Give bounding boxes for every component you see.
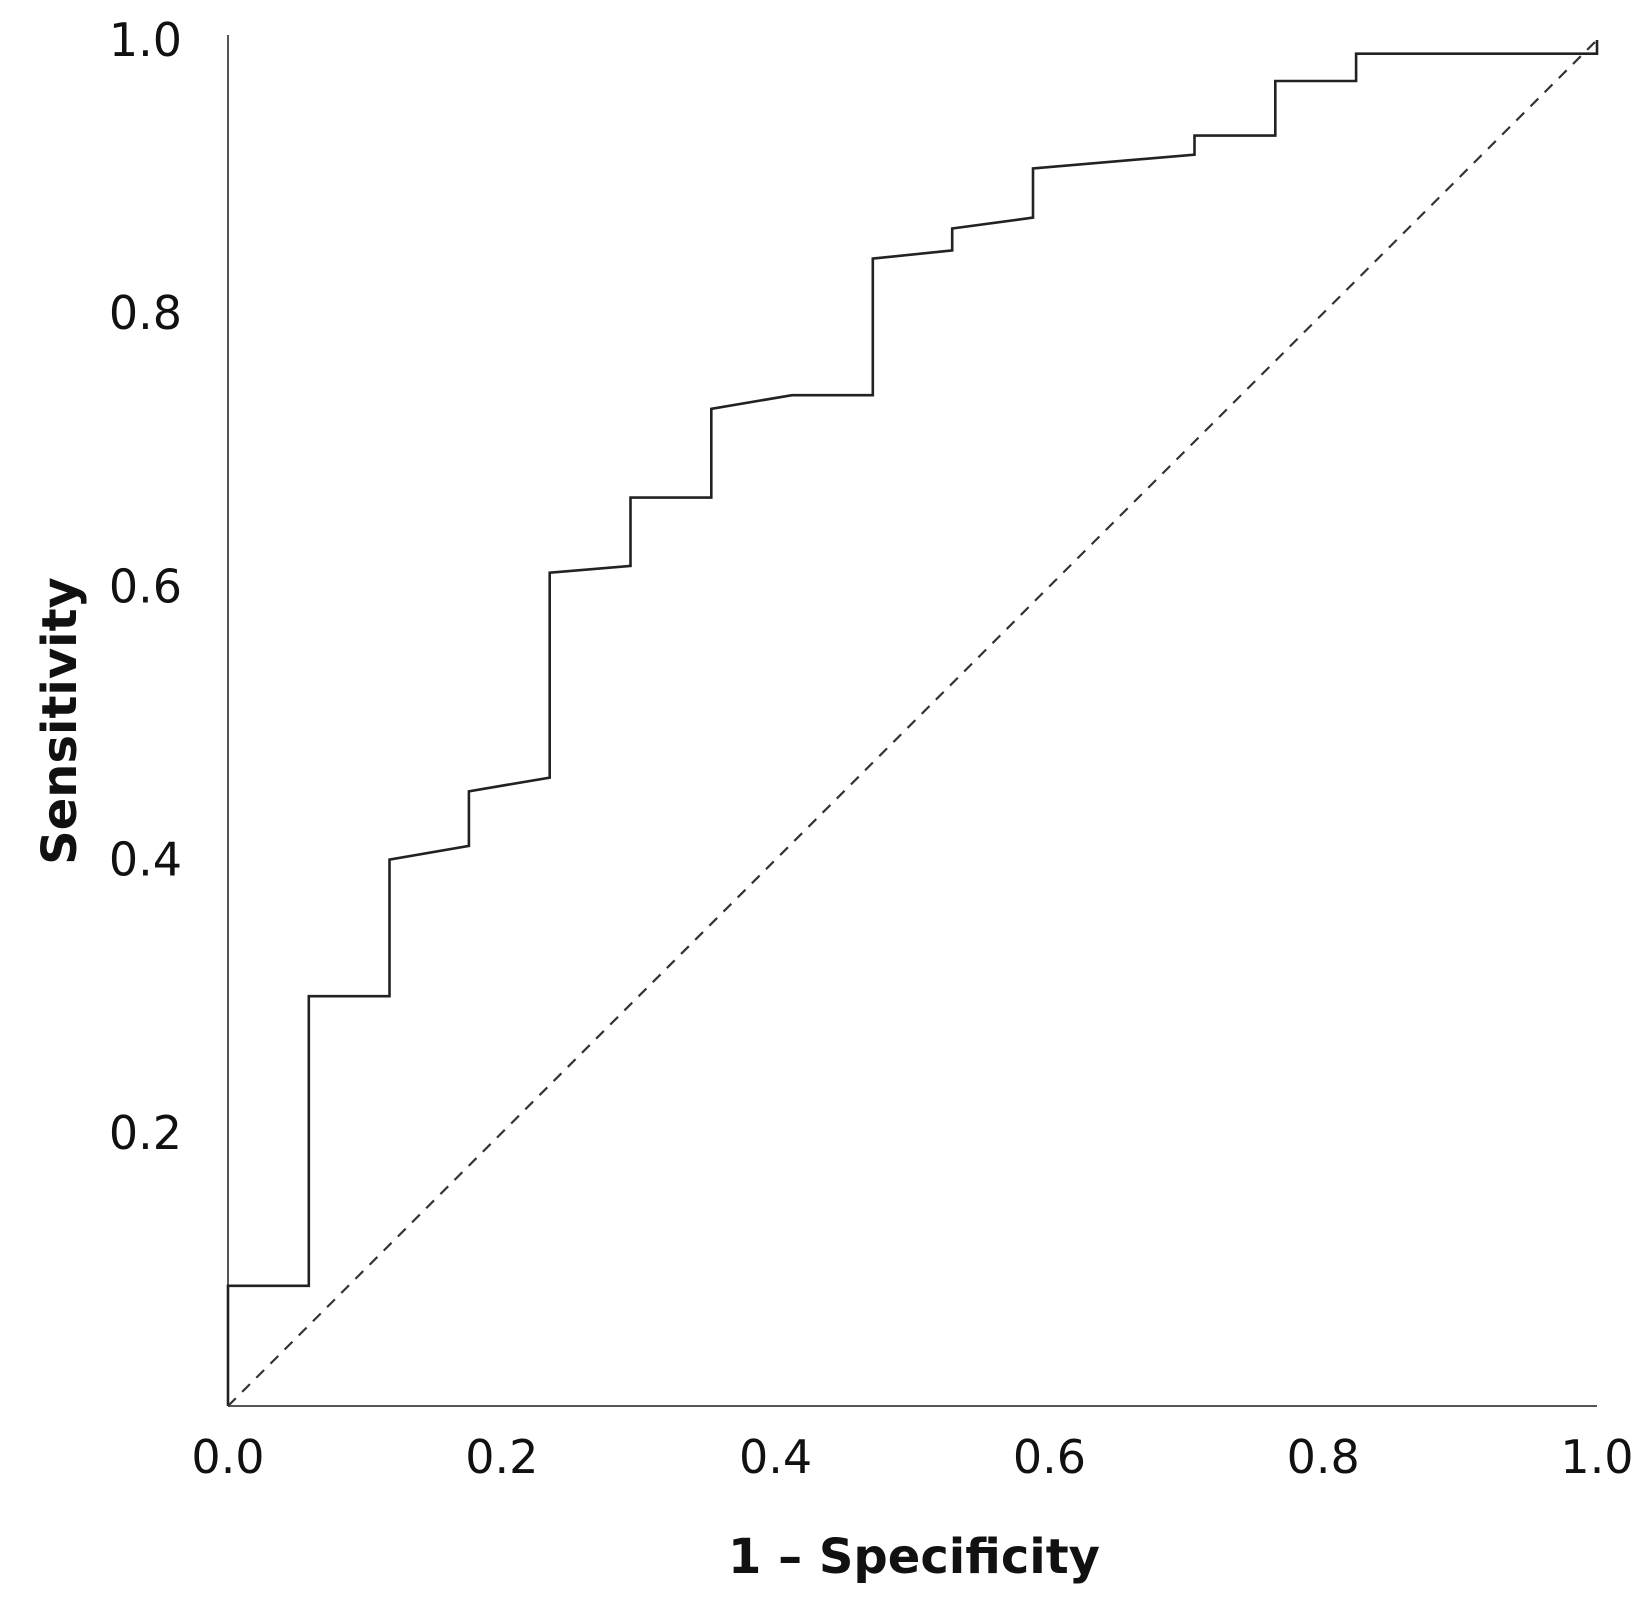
y-axis-title: Sensitivity [32,577,88,865]
x-axis-title: 1 – Specificity [728,1529,1100,1585]
roc-curve-line [226,40,1599,1406]
x-tick-label: 0.4 [739,1430,812,1484]
y-tick-label: 0.4 [109,833,182,887]
y-tick-label: 0.8 [109,286,182,340]
y-tick-label: 1.0 [109,13,182,67]
series-layer [226,39,1599,1407]
x-tick-label: 0.6 [1013,1430,1086,1484]
x-tick-labels: 0.0 0.2 0.4 0.6 0.8 1.0 [191,1430,1633,1484]
y-tick-label: 0.6 [109,559,182,613]
x-tick-label: 0.8 [1287,1430,1360,1484]
y-tick-label: 0.2 [109,1106,182,1160]
reference-diagonal-line [227,39,1598,1407]
axes [227,35,1597,1407]
x-tick-label: 0.0 [191,1430,264,1484]
x-tick-label: 0.2 [465,1430,538,1484]
y-tick-labels: 0.2 0.4 0.6 0.8 1.0 [109,13,182,1160]
x-tick-label: 1.0 [1560,1430,1633,1484]
